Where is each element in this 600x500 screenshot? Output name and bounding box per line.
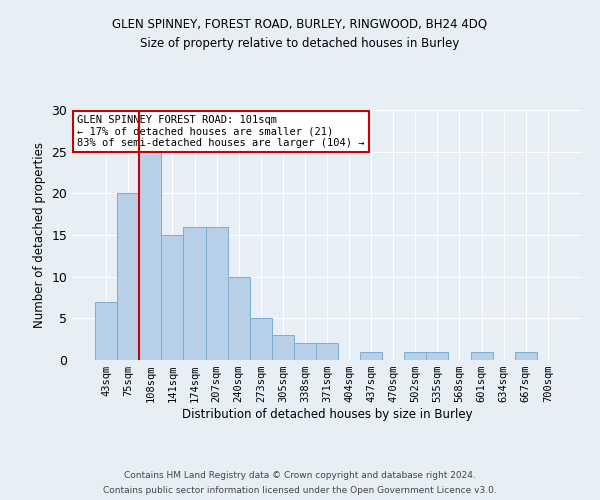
Bar bbox=[470, 352, 493, 360]
Bar bbox=[161, 235, 184, 360]
Text: GLEN SPINNEY FOREST ROAD: 101sqm
← 17% of detached houses are smaller (21)
83% o: GLEN SPINNEY FOREST ROAD: 101sqm ← 17% o… bbox=[77, 115, 365, 148]
Bar bbox=[206, 226, 227, 360]
Bar bbox=[250, 318, 272, 360]
Bar bbox=[404, 352, 427, 360]
Bar bbox=[515, 352, 537, 360]
Bar bbox=[184, 226, 206, 360]
Y-axis label: Number of detached properties: Number of detached properties bbox=[33, 142, 46, 328]
Bar bbox=[117, 194, 139, 360]
Bar bbox=[427, 352, 448, 360]
Text: Size of property relative to detached houses in Burley: Size of property relative to detached ho… bbox=[140, 38, 460, 51]
Text: GLEN SPINNEY, FOREST ROAD, BURLEY, RINGWOOD, BH24 4DQ: GLEN SPINNEY, FOREST ROAD, BURLEY, RINGW… bbox=[112, 18, 488, 30]
Bar bbox=[95, 302, 117, 360]
Bar bbox=[272, 335, 294, 360]
Text: Contains HM Land Registry data © Crown copyright and database right 2024.: Contains HM Land Registry data © Crown c… bbox=[124, 471, 476, 480]
Bar bbox=[316, 344, 338, 360]
Bar bbox=[227, 276, 250, 360]
Text: Contains public sector information licensed under the Open Government Licence v3: Contains public sector information licen… bbox=[103, 486, 497, 495]
X-axis label: Distribution of detached houses by size in Burley: Distribution of detached houses by size … bbox=[182, 408, 472, 421]
Bar bbox=[294, 344, 316, 360]
Bar bbox=[139, 152, 161, 360]
Bar bbox=[360, 352, 382, 360]
